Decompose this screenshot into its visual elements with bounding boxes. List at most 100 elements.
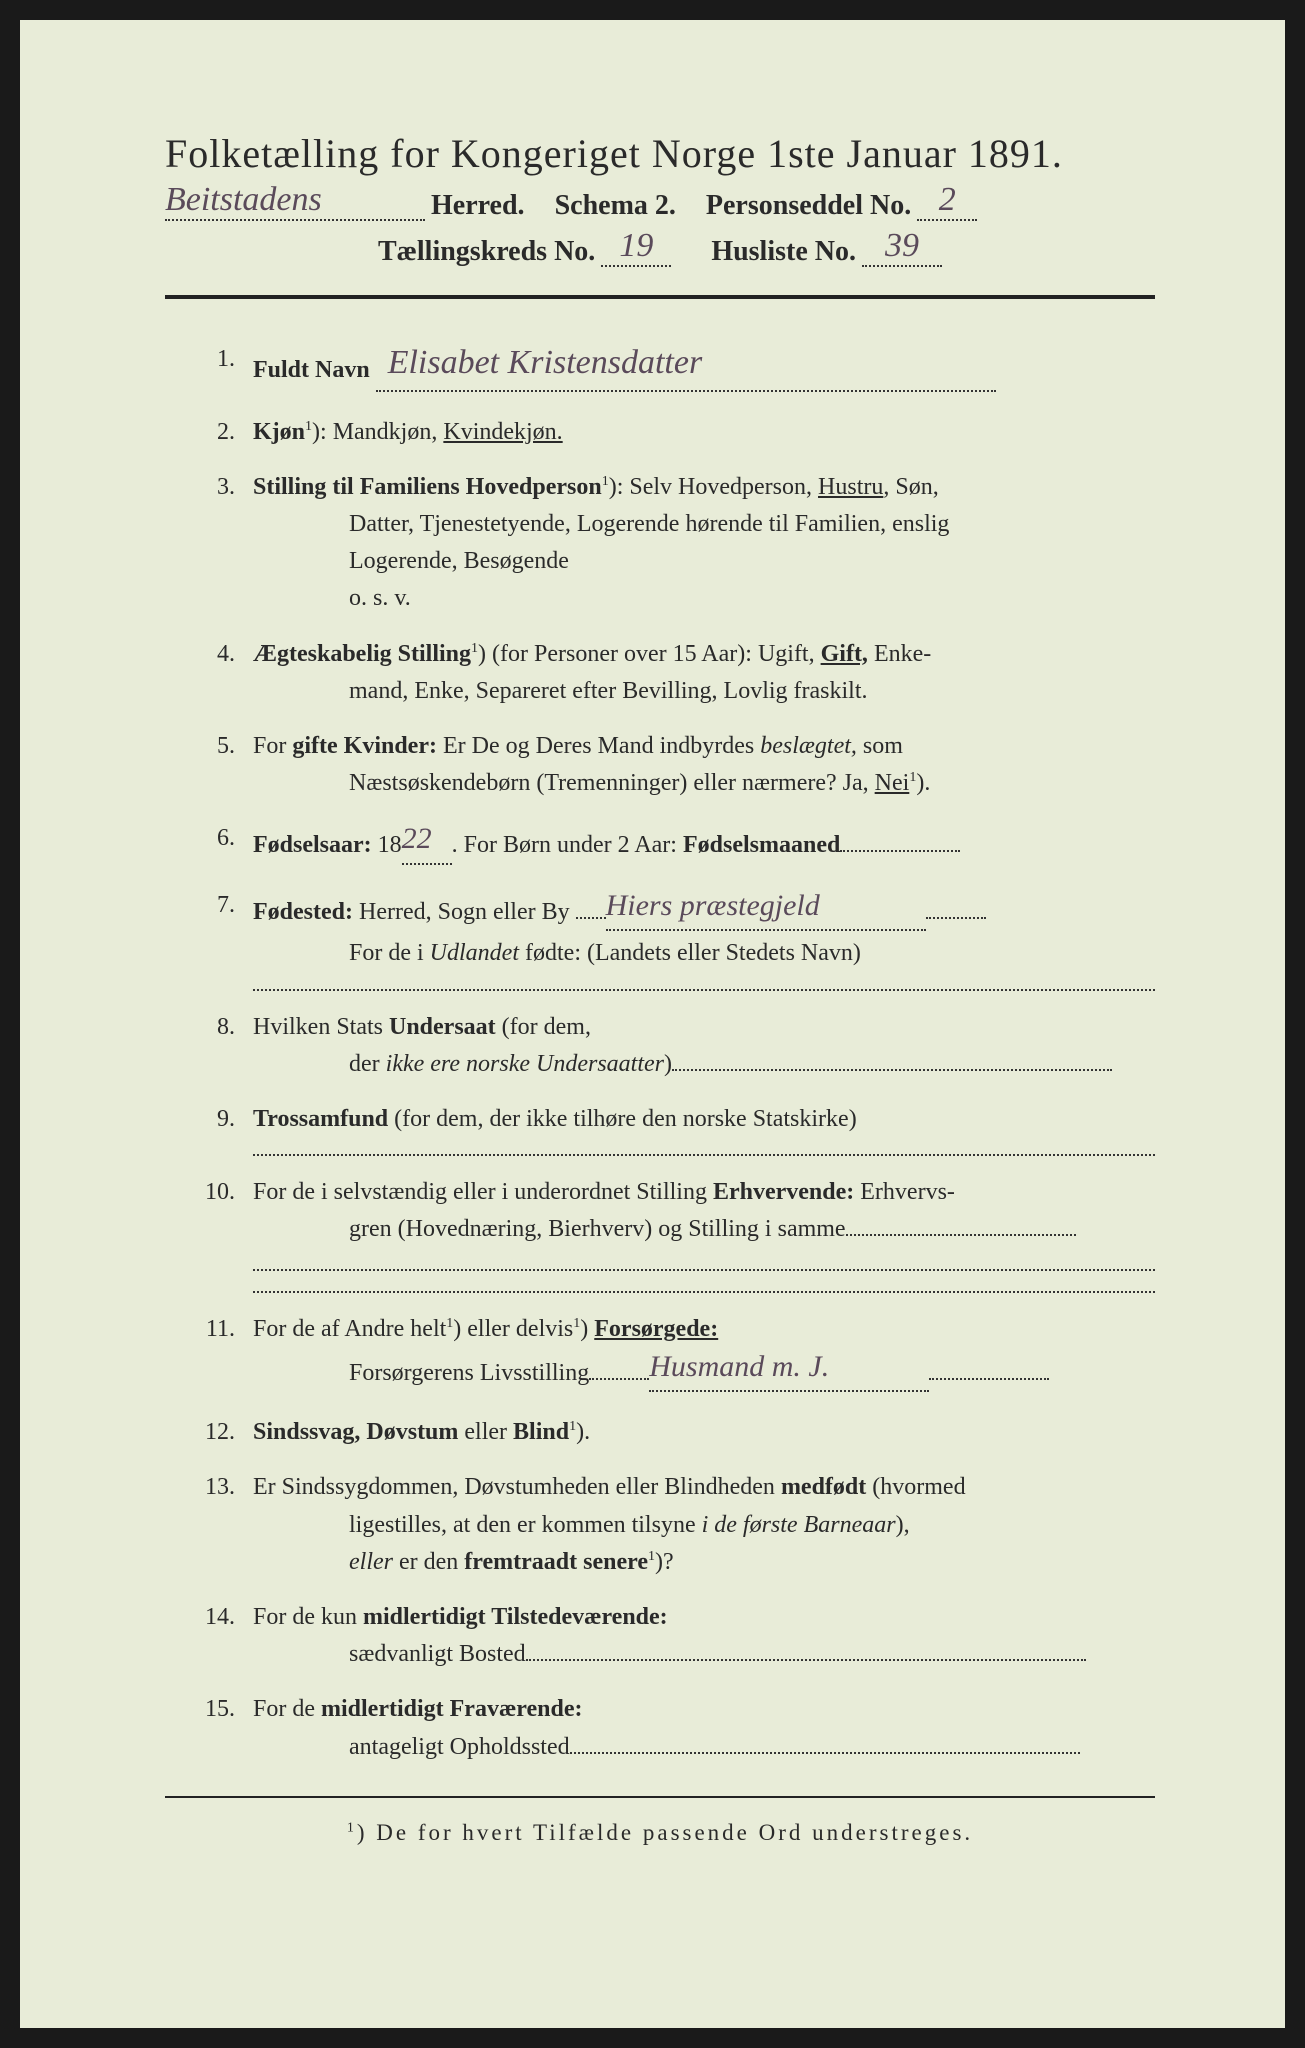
q14-label: midlertidigt Tilstedeværende: [363, 1604, 668, 1630]
q14-line2: sædvanligt Bosted [349, 1641, 526, 1667]
q4-t1a: (for Personer over 15 Aar): Ugift, [492, 641, 821, 667]
q10-num: 10. [197, 1174, 253, 1292]
herred-value: Beitstadens [165, 181, 425, 221]
q12-mid: eller [458, 1419, 513, 1445]
q1: 1. Fuldt Navn Elisabet Kristensdatter [197, 341, 1155, 396]
q13-t1b: (hvormed [866, 1474, 965, 1500]
q5-t1b: Er De og Deres Mand indbyrdes [437, 733, 760, 759]
q6-label2: Fødselsmaaned [683, 832, 840, 858]
kreds-label: Tællingskreds No. [378, 236, 595, 268]
q7-label: Fødested: [253, 899, 353, 925]
divider-top [165, 295, 1155, 299]
q4-line2: mand, Enke, Separeret efter Bevilling, L… [253, 673, 1155, 710]
q3-line3: Logerende, Besøgende [253, 543, 1155, 580]
divider-bottom [165, 1796, 1155, 1798]
q15-label: midlertidigt Fraværende: [321, 1696, 583, 1722]
q4-label: Ægteskabelig Stilling [253, 641, 471, 667]
q15: 15. For de midlertidigt Fraværende: anta… [197, 1691, 1155, 1765]
q5-label: gifte Kvinder: [292, 733, 437, 759]
q13-label: medfødt [781, 1474, 866, 1500]
q3-selected: Hustru [818, 474, 883, 500]
q7-t2b: fødte: (Landets eller Stedets Navn) [519, 940, 861, 966]
q3: 3. Stilling til Familiens Hovedperson1):… [197, 469, 1155, 618]
q6-label: Fødselsaar: [253, 832, 372, 858]
q3-line2: Datter, Tjenestetyende, Logerende hørend… [253, 506, 1155, 543]
q10: 10. For de i selvstændig eller i underor… [197, 1174, 1155, 1292]
personseddel-label: Personseddel No. [706, 190, 911, 222]
q6-num: 6. [197, 820, 253, 869]
q6: 6. Fødselsaar: 1822. For Børn under 2 Aa… [197, 820, 1155, 869]
q13-t3b: er den [393, 1549, 464, 1575]
q1-label: Fuldt Navn [253, 357, 370, 383]
q14-num: 14. [197, 1599, 253, 1673]
q8-t1b: (for dem, [496, 1014, 591, 1040]
q13-t1a: Er Sindssygdommen, Døvstumheden eller Bl… [253, 1474, 781, 1500]
q12-label: Sindssvag, Døvstum [253, 1419, 458, 1445]
q11-label: Forsørgede: [594, 1316, 718, 1342]
q14: 14. For de kun midlertidigt Tilstedevære… [197, 1599, 1155, 1673]
q9-num: 9. [197, 1101, 253, 1156]
q13-ital: i de første Barneaar [702, 1512, 896, 1538]
q3-t1b: , Søn, [883, 474, 938, 500]
q7-ital: Udlandet [430, 940, 519, 966]
entries: 1. Fuldt Navn Elisabet Kristensdatter 2.… [165, 341, 1155, 1766]
q1-value: Elisabet Kristensdatter [376, 337, 996, 392]
q4-selected: Gift, [821, 641, 868, 667]
q2-selected: Kvindekjøn. [443, 419, 562, 445]
q5-t1a: For [253, 733, 292, 759]
q13-t2b: ), [896, 1512, 910, 1538]
q5-selected: Nei [875, 770, 910, 796]
q13: 13. Er Sindssygdommen, Døvstumheden elle… [197, 1469, 1155, 1581]
q12-label2: Blind [513, 1419, 569, 1445]
husliste-no: 39 [862, 227, 942, 267]
q12-num: 12. [197, 1414, 253, 1451]
q8: 8. Hvilken Stats Undersaat (for dem, der… [197, 1009, 1155, 1083]
q7-t1a: Herred, Sogn eller By [353, 899, 570, 925]
q11-num: 11. [197, 1311, 253, 1397]
q4-num: 4. [197, 636, 253, 710]
page-title: Folketælling for Kongeriget Norge 1ste J… [165, 130, 1155, 177]
q3-line4: o. s. v. [253, 580, 1155, 617]
q9: 9. Trossamfund (for dem, der ikke tilhør… [197, 1101, 1155, 1156]
q10-line2: gren (Hovednæring, Bierhverv) og Stillin… [349, 1216, 846, 1242]
q5: 5. For gifte Kvinder: Er De og Deres Man… [197, 728, 1155, 802]
q7: 7. Fødested: Herred, Sogn eller By Hiers… [197, 887, 1155, 991]
q5-num: 5. [197, 728, 253, 802]
q13-num: 13. [197, 1469, 253, 1581]
q12: 12. Sindssvag, Døvstum eller Blind1). [197, 1414, 1155, 1451]
q3-t1a: Selv Hovedperson, [629, 474, 818, 500]
q7-t2a: For de i [349, 940, 430, 966]
q14-t1a: For de kun [253, 1604, 363, 1630]
q11-t2a: Forsørgerens Livsstilling [349, 1360, 589, 1386]
q7-value: Hiers præstegjeld [606, 883, 926, 932]
q13-t2a: ligestilles, at den er kommen tilsyne [349, 1512, 702, 1538]
q4-t1b: Enke- [868, 641, 931, 667]
census-form-page: Folketælling for Kongeriget Norge 1ste J… [20, 20, 1285, 2028]
q11-value: Husmand m. J. [649, 1344, 929, 1393]
q5-t1c: som [857, 733, 903, 759]
husliste-label: Husliste No. [711, 236, 856, 268]
q8-num: 8. [197, 1009, 253, 1083]
q6-prefix: 18 [372, 832, 402, 858]
q11-t1b: eller delvis [461, 1316, 573, 1342]
footnote-text: De for hvert Tilfælde passende Ord under… [376, 1820, 973, 1845]
q1-num: 1. [197, 341, 253, 396]
q10-t1b: Erhvervs- [854, 1179, 955, 1205]
q6-mid: . For Børn under 2 Aar: [452, 832, 683, 858]
q15-line2: antageligt Opholdssted [349, 1734, 570, 1760]
q5-line2a: Næstsøskendebørn (Tremenninger) eller næ… [349, 770, 875, 796]
q2-num: 2. [197, 414, 253, 451]
q5-ital: beslægtet, [760, 733, 857, 759]
herred-label: Herred. [431, 190, 525, 222]
kreds-no: 19 [601, 227, 671, 267]
q2: 2. Kjøn1): Mandkjøn, Kvindekjøn. [197, 414, 1155, 451]
q9-t1: (for dem, der ikke tilhøre den norske St… [388, 1106, 857, 1132]
q11-t1a: For de af Andre helt [253, 1316, 446, 1342]
q9-label: Trossamfund [253, 1106, 388, 1132]
schema-label: Schema 2. [555, 190, 676, 222]
personseddel-no: 2 [917, 181, 977, 221]
q11: 11. For de af Andre helt1) eller delvis1… [197, 1311, 1155, 1397]
q13-t3a: eller [349, 1549, 393, 1575]
q15-num: 15. [197, 1691, 253, 1765]
q3-label: Stilling til Familiens Hovedperson [253, 474, 602, 500]
